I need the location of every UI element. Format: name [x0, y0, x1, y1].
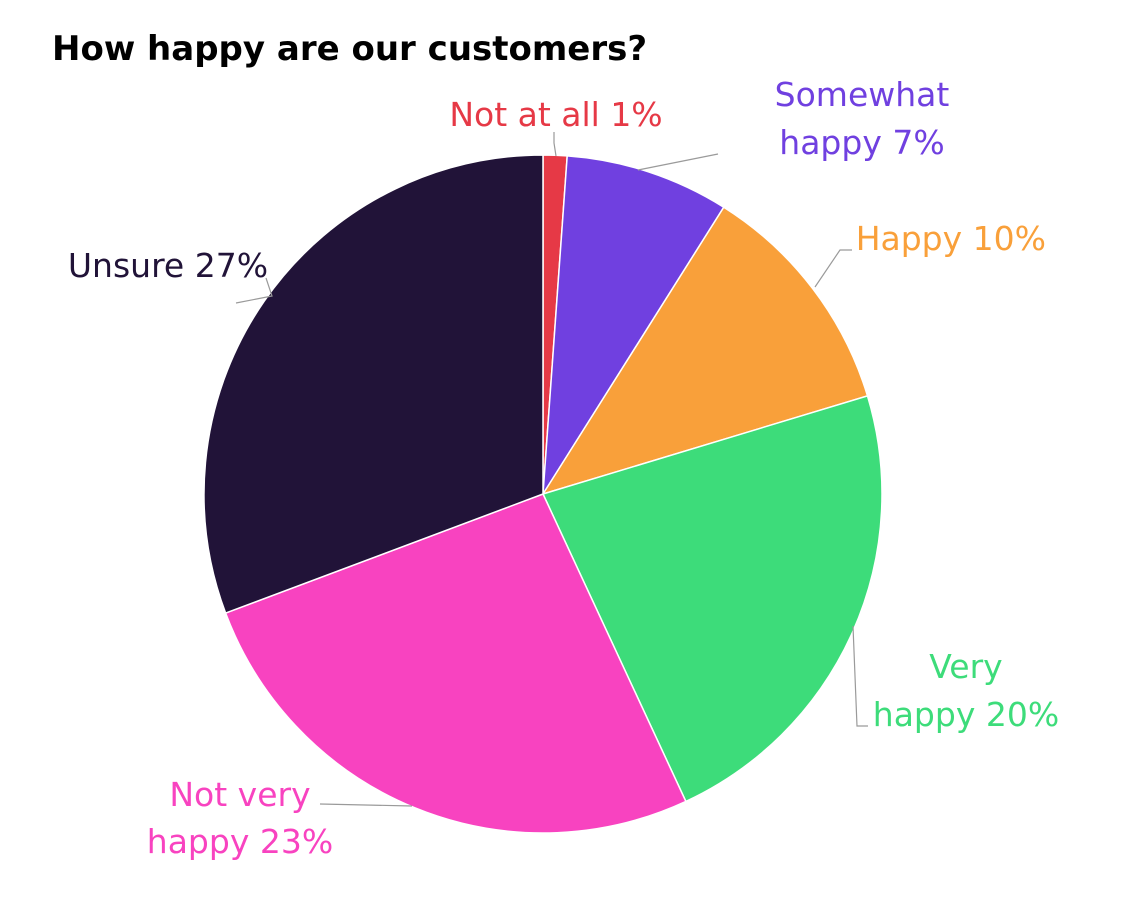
leader-line-5: [235, 277, 273, 304]
slice-label-0: Not at all 1%: [449, 95, 662, 134]
leader-line-3: [852, 625, 868, 727]
slice-label-4: Not very happy 23%: [147, 775, 333, 861]
pie-slice-1: [542, 155, 725, 495]
pie-slice-5: [203, 154, 544, 615]
leader-line-1: [637, 153, 719, 171]
slice-label-2: Happy 10%: [856, 219, 1046, 258]
chart-title: How happy are our customers?: [52, 29, 647, 69]
leader-line-2: [814, 249, 852, 288]
pie-slice-2: [541, 206, 869, 496]
pie-slice-4: [224, 493, 687, 834]
slice-labels: Not at all 1% Somewhat happy 7% Happy 10% Ve…: [68, 75, 1059, 861]
leader-line-0: [553, 132, 557, 157]
pie-slice-3: [541, 394, 883, 803]
slice-label-3: Very happy 20%: [873, 647, 1059, 734]
leader-line-4: [319, 803, 413, 807]
leader-lines: [235, 132, 868, 807]
slice-label-5: Unsure 27%: [68, 246, 268, 285]
slice-label-1: Somewhat happy 7%: [775, 75, 950, 162]
pie-slices: [203, 154, 883, 834]
